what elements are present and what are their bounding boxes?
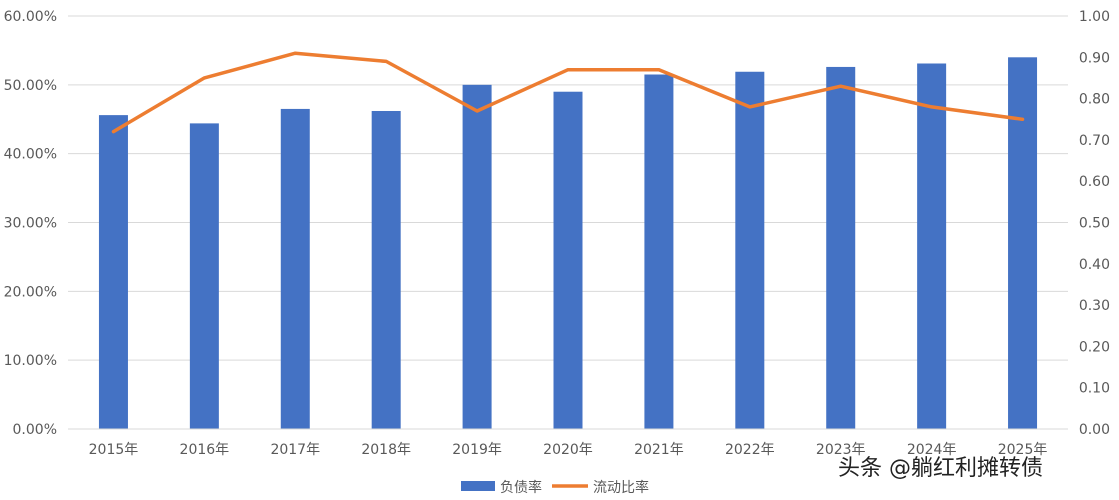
right-tick-label: 0.30	[1079, 298, 1110, 314]
line-point	[293, 51, 297, 55]
right-tick-label: 0.10	[1079, 381, 1110, 397]
x-tick-label: 2016年	[180, 442, 230, 458]
x-tick-label: 2024年	[907, 442, 957, 458]
line-series	[111, 51, 1025, 134]
bar	[826, 66, 856, 429]
line-point	[1021, 117, 1025, 121]
bar	[644, 74, 674, 429]
x-tick-label: 2022年	[725, 442, 775, 458]
bar	[280, 108, 310, 430]
right-tick-label: 0.60	[1079, 174, 1110, 190]
right-tick-label: 0.80	[1079, 92, 1110, 108]
line-point	[566, 68, 570, 72]
legend: 负债率 流动比率	[461, 479, 649, 496]
right-axis: 0.00 0.10 0.20 0.30 0.40 0.50 0.60 0.70 0.80 0.90…	[1079, 9, 1110, 438]
left-tick-label: 50.00%	[4, 78, 57, 94]
x-tick-label: 2018年	[361, 442, 411, 458]
x-tick-label: 2023年	[816, 442, 866, 458]
legend-label: 负债率	[500, 479, 542, 496]
bar	[98, 115, 128, 430]
line-point	[839, 84, 843, 88]
bar	[1008, 57, 1038, 430]
right-tick-label: 1.00	[1079, 9, 1110, 25]
line-point	[930, 105, 934, 109]
right-tick-label: 0.40	[1079, 257, 1110, 273]
x-tick-label: 2019年	[452, 442, 502, 458]
right-tick-label: 0.20	[1079, 339, 1110, 355]
left-tick-label: 60.00%	[4, 9, 57, 25]
watermark-text: 头条 @躺红利摊转债	[838, 456, 1043, 481]
left-tick-label: 30.00%	[4, 216, 57, 232]
bar	[735, 71, 765, 429]
right-tick-label: 0.00	[1079, 422, 1110, 438]
left-tick-label: 20.00%	[4, 284, 57, 300]
line-point	[475, 109, 479, 113]
line-point	[111, 130, 115, 134]
bar	[462, 84, 492, 429]
right-tick-label: 0.50	[1079, 216, 1110, 232]
left-tick-label: 40.00%	[4, 147, 57, 163]
x-tick-label: 2021年	[634, 442, 684, 458]
bar	[917, 63, 947, 430]
right-tick-label: 0.70	[1079, 133, 1110, 149]
x-tick-label: 2020年	[543, 442, 593, 458]
line-point	[748, 105, 752, 109]
bar	[189, 123, 219, 429]
bar	[553, 91, 583, 429]
x-tick-label: 2015年	[89, 442, 139, 458]
line-point	[384, 59, 388, 63]
right-tick-label: 0.90	[1079, 50, 1110, 66]
line-point	[202, 76, 206, 80]
x-axis: 2015年 2016年 2017年 2018年 2019年 2020年 2021年 2022年…	[68, 428, 1068, 458]
bar	[371, 110, 401, 430]
bar-series	[98, 57, 1038, 430]
x-tick-label: 2017年	[270, 442, 320, 458]
legend-label: 流动比率	[593, 479, 649, 496]
x-tick-label: 2025年	[998, 442, 1048, 458]
left-tick-label: 10.00%	[4, 353, 57, 369]
left-tick-label: 0.00%	[13, 422, 57, 438]
line-point	[657, 68, 661, 72]
legend-swatch-bar	[461, 481, 495, 491]
left-axis: 0.00% 10.00% 20.00% 30.00% 40.00% 50.00% 60.00…	[4, 9, 57, 438]
